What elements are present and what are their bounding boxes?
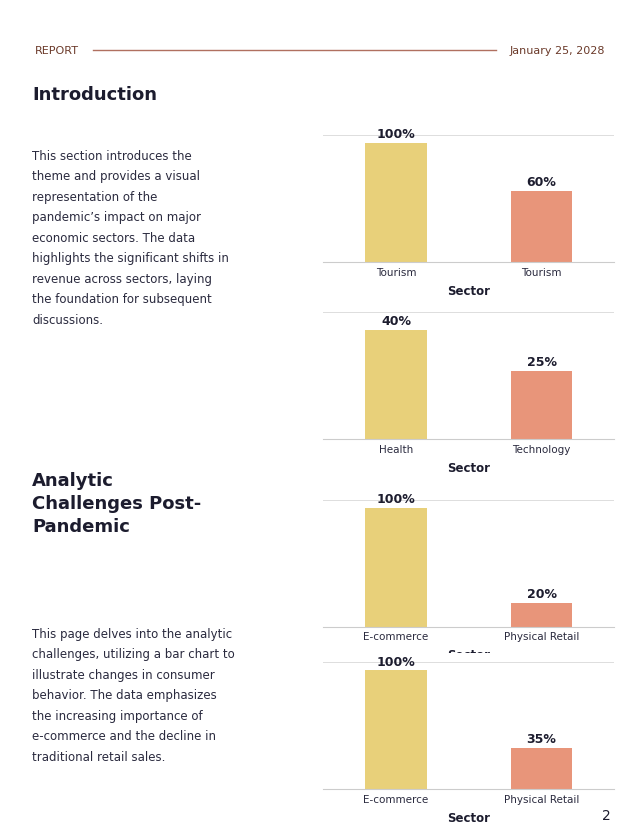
X-axis label: Sector: Sector <box>447 284 490 298</box>
Bar <box>511 371 572 439</box>
Text: Analytic
Challenges Post-
Pandemic: Analytic Challenges Post- Pandemic <box>32 472 201 536</box>
Text: 40%: 40% <box>381 314 411 327</box>
Text: This page delves into the analytic
challenges, utilizing a bar chart to
illustra: This page delves into the analytic chall… <box>32 627 235 762</box>
Text: 100%: 100% <box>376 655 415 668</box>
Text: 25%: 25% <box>527 356 557 369</box>
Text: This section introduces the
theme and provides a visual
representation of the
pa: This section introduces the theme and pr… <box>32 150 229 327</box>
Bar <box>365 144 427 263</box>
Text: 20%: 20% <box>527 587 557 600</box>
Text: 100%: 100% <box>376 492 415 505</box>
Text: REPORT: REPORT <box>35 46 79 56</box>
Text: 35%: 35% <box>527 732 557 745</box>
Text: 100%: 100% <box>376 128 415 141</box>
Text: 2: 2 <box>602 808 611 822</box>
Bar <box>365 330 427 439</box>
X-axis label: Sector: Sector <box>447 811 490 824</box>
Bar <box>511 191 572 263</box>
Bar <box>511 603 572 627</box>
X-axis label: Sector: Sector <box>447 648 490 662</box>
X-axis label: Sector: Sector <box>447 461 490 474</box>
Bar <box>365 508 427 627</box>
Bar <box>511 748 572 789</box>
Text: January 25, 2028: January 25, 2028 <box>509 46 605 56</box>
Text: Introduction: Introduction <box>32 86 157 103</box>
Text: 60%: 60% <box>527 175 557 189</box>
Bar <box>365 671 427 789</box>
